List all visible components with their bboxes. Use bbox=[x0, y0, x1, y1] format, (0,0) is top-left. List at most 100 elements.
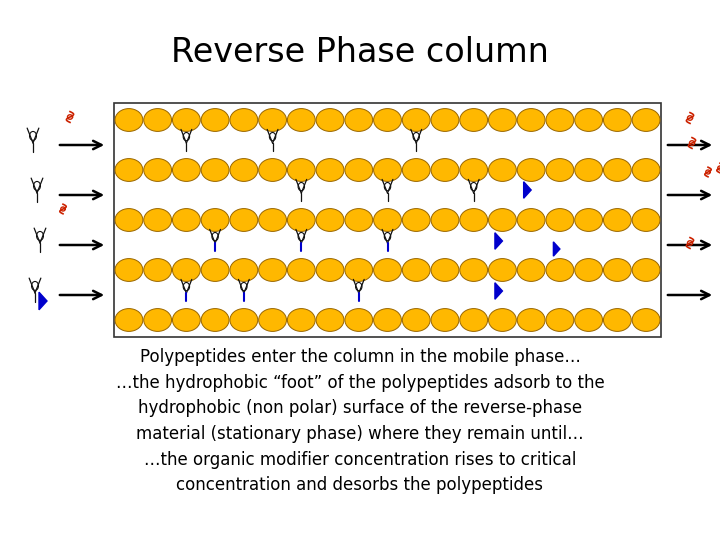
Ellipse shape bbox=[258, 109, 287, 131]
Ellipse shape bbox=[316, 308, 344, 332]
Ellipse shape bbox=[258, 208, 287, 232]
Ellipse shape bbox=[431, 308, 459, 332]
Ellipse shape bbox=[488, 159, 516, 181]
Ellipse shape bbox=[144, 308, 171, 332]
Ellipse shape bbox=[603, 159, 631, 181]
Ellipse shape bbox=[431, 159, 459, 181]
Ellipse shape bbox=[517, 308, 545, 332]
Ellipse shape bbox=[603, 259, 631, 281]
Ellipse shape bbox=[258, 259, 287, 281]
Ellipse shape bbox=[115, 308, 143, 332]
Ellipse shape bbox=[575, 208, 603, 232]
Ellipse shape bbox=[402, 208, 430, 232]
Ellipse shape bbox=[488, 259, 516, 281]
Ellipse shape bbox=[115, 259, 143, 281]
Ellipse shape bbox=[173, 308, 200, 332]
Ellipse shape bbox=[230, 259, 258, 281]
Ellipse shape bbox=[546, 208, 574, 232]
Ellipse shape bbox=[201, 159, 229, 181]
Polygon shape bbox=[495, 283, 503, 299]
Ellipse shape bbox=[201, 308, 229, 332]
Ellipse shape bbox=[460, 109, 487, 131]
Ellipse shape bbox=[402, 109, 430, 131]
Bar bbox=[114, 103, 662, 337]
Ellipse shape bbox=[30, 131, 37, 140]
Ellipse shape bbox=[384, 233, 391, 241]
Ellipse shape bbox=[575, 109, 603, 131]
Ellipse shape bbox=[201, 109, 229, 131]
Ellipse shape bbox=[173, 259, 200, 281]
Ellipse shape bbox=[34, 181, 40, 190]
Ellipse shape bbox=[632, 308, 660, 332]
Ellipse shape bbox=[575, 159, 603, 181]
Polygon shape bbox=[495, 233, 503, 249]
Ellipse shape bbox=[201, 208, 229, 232]
Ellipse shape bbox=[460, 308, 487, 332]
Ellipse shape bbox=[603, 308, 631, 332]
Ellipse shape bbox=[115, 208, 143, 232]
Ellipse shape bbox=[431, 208, 459, 232]
Ellipse shape bbox=[287, 109, 315, 131]
Ellipse shape bbox=[316, 208, 344, 232]
Ellipse shape bbox=[517, 259, 545, 281]
Ellipse shape bbox=[374, 159, 402, 181]
Ellipse shape bbox=[183, 132, 189, 141]
Ellipse shape bbox=[488, 109, 516, 131]
Ellipse shape bbox=[345, 308, 373, 332]
Polygon shape bbox=[523, 182, 531, 198]
Ellipse shape bbox=[230, 208, 258, 232]
Ellipse shape bbox=[413, 132, 420, 141]
Ellipse shape bbox=[374, 308, 402, 332]
Ellipse shape bbox=[488, 308, 516, 332]
Ellipse shape bbox=[115, 159, 143, 181]
Ellipse shape bbox=[345, 109, 373, 131]
Ellipse shape bbox=[546, 308, 574, 332]
Ellipse shape bbox=[37, 232, 43, 240]
Ellipse shape bbox=[230, 109, 258, 131]
Ellipse shape bbox=[517, 109, 545, 131]
Ellipse shape bbox=[345, 208, 373, 232]
Ellipse shape bbox=[298, 233, 305, 241]
Ellipse shape bbox=[287, 308, 315, 332]
Ellipse shape bbox=[575, 259, 603, 281]
Ellipse shape bbox=[402, 259, 430, 281]
Ellipse shape bbox=[460, 208, 487, 232]
Ellipse shape bbox=[183, 282, 189, 291]
Ellipse shape bbox=[460, 259, 487, 281]
Ellipse shape bbox=[402, 308, 430, 332]
Ellipse shape bbox=[316, 259, 344, 281]
Ellipse shape bbox=[269, 132, 276, 141]
Ellipse shape bbox=[431, 109, 459, 131]
Ellipse shape bbox=[402, 159, 430, 181]
Ellipse shape bbox=[384, 183, 391, 191]
Ellipse shape bbox=[470, 183, 477, 191]
Ellipse shape bbox=[201, 259, 229, 281]
Ellipse shape bbox=[546, 259, 574, 281]
Ellipse shape bbox=[287, 208, 315, 232]
Ellipse shape bbox=[517, 208, 545, 232]
Ellipse shape bbox=[258, 308, 287, 332]
Ellipse shape bbox=[173, 109, 200, 131]
Ellipse shape bbox=[298, 183, 305, 191]
Ellipse shape bbox=[345, 259, 373, 281]
Ellipse shape bbox=[287, 259, 315, 281]
Ellipse shape bbox=[173, 208, 200, 232]
Ellipse shape bbox=[546, 159, 574, 181]
Ellipse shape bbox=[374, 109, 402, 131]
Ellipse shape bbox=[115, 109, 143, 131]
Ellipse shape bbox=[230, 308, 258, 332]
Ellipse shape bbox=[258, 159, 287, 181]
Ellipse shape bbox=[144, 259, 171, 281]
Ellipse shape bbox=[230, 159, 258, 181]
Ellipse shape bbox=[575, 308, 603, 332]
Ellipse shape bbox=[173, 159, 200, 181]
Ellipse shape bbox=[212, 233, 218, 241]
Ellipse shape bbox=[632, 259, 660, 281]
Ellipse shape bbox=[240, 282, 247, 291]
Ellipse shape bbox=[546, 109, 574, 131]
Text: Polypeptides enter the column in the mobile phase…
…the hydrophobic “foot” of th: Polypeptides enter the column in the mob… bbox=[116, 348, 604, 495]
Text: Reverse Phase column: Reverse Phase column bbox=[171, 36, 549, 69]
Ellipse shape bbox=[356, 282, 362, 291]
Polygon shape bbox=[39, 292, 47, 310]
Polygon shape bbox=[554, 242, 560, 256]
